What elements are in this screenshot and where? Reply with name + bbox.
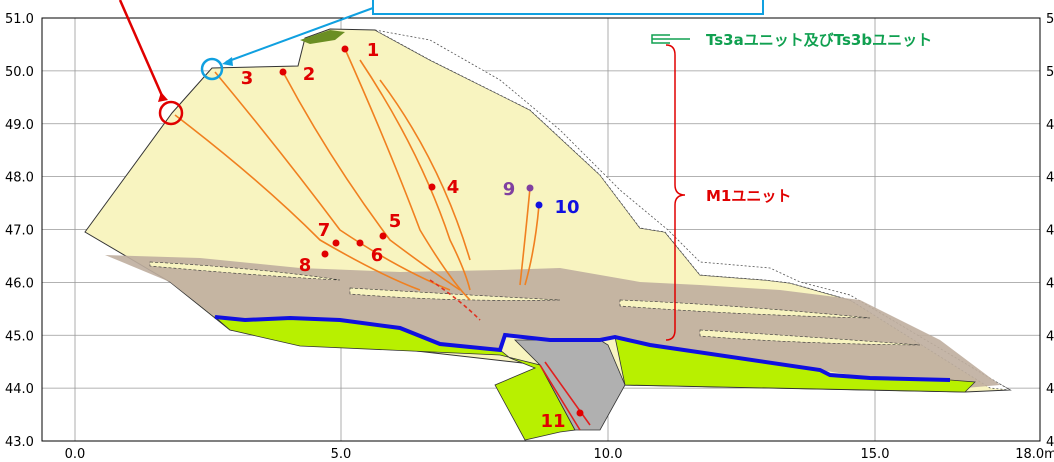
green-cap — [300, 30, 345, 44]
y-label: 48.0 — [5, 171, 34, 186]
x-label: 5.0 — [331, 447, 352, 462]
point — [356, 239, 364, 247]
point-label: 4 — [447, 177, 460, 198]
point-label: 5 — [389, 211, 402, 232]
yellow-lenses — [149, 261, 921, 346]
labels: 51.050.049.048.047.046.045.044.043.05544… — [5, 12, 1054, 462]
y-label: 50.0 — [5, 65, 34, 80]
right-label: 4 — [1046, 171, 1054, 186]
point — [428, 183, 436, 191]
upper-unit-label: Ts3aユニット及びTs3bユニット — [706, 31, 932, 49]
right-label: 5 — [1046, 65, 1054, 80]
point — [379, 232, 387, 240]
frame — [41, 17, 1041, 442]
right-label: 4 — [1046, 435, 1054, 450]
point — [576, 409, 584, 417]
x-label: 18.0m — [1015, 447, 1054, 462]
blue-arrowhead — [222, 57, 233, 66]
point — [321, 250, 329, 258]
unit-boundary — [214, 315, 951, 382]
red-arrow — [118, 0, 165, 99]
brown-layer — [105, 255, 1000, 388]
point-label: 7 — [318, 220, 331, 241]
point — [279, 68, 287, 76]
point-label: 6 — [371, 245, 384, 266]
y-label: 51.0 — [5, 12, 34, 27]
cracks — [174, 48, 591, 431]
point — [535, 201, 543, 209]
point-label: 2 — [303, 64, 316, 85]
right-label: 4 — [1046, 329, 1054, 344]
point-label: 1 — [367, 40, 380, 61]
lower-bracket — [665, 44, 686, 341]
right-label: 4 — [1046, 224, 1054, 239]
right-label: 4 — [1046, 382, 1054, 397]
y-label: 47.0 — [5, 224, 34, 239]
blue-arrow — [225, 7, 374, 63]
point-label: 3 — [241, 68, 254, 89]
red-circle — [158, 100, 184, 126]
point — [526, 184, 534, 192]
x-label: 0.0 — [65, 447, 86, 462]
right-label: 4 — [1046, 118, 1054, 133]
callout-box — [372, 0, 764, 15]
x-label: 15.0 — [861, 447, 890, 462]
point-label: 11 — [540, 411, 565, 432]
y-label: 46.0 — [5, 276, 34, 291]
blue-circle — [200, 57, 224, 81]
point-label: 8 — [299, 255, 312, 276]
point — [341, 45, 349, 53]
y-label: 49.0 — [5, 118, 34, 133]
upper-bracket — [651, 34, 690, 44]
y-label: 45.0 — [5, 329, 34, 344]
y-label: 44.0 — [5, 382, 34, 397]
point — [332, 239, 340, 247]
y-label: 43.0 — [5, 435, 34, 450]
right-label: 5 — [1046, 12, 1054, 27]
point-label: 10 — [554, 197, 579, 218]
red-arrowhead — [158, 92, 168, 102]
x-label: 10.0 — [594, 447, 623, 462]
right-label: 4 — [1046, 276, 1054, 291]
lower-unit-label: M1ユニット — [706, 187, 791, 205]
point-label: 9 — [503, 179, 516, 200]
